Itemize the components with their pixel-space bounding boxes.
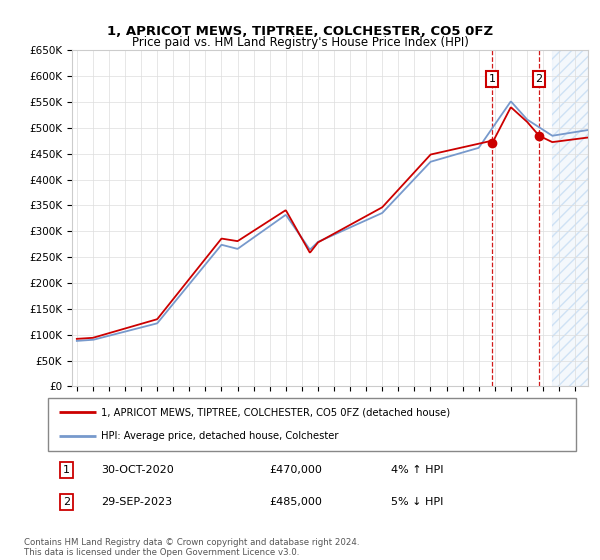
Bar bbox=[553, 50, 588, 386]
Text: £470,000: £470,000 bbox=[270, 465, 323, 475]
Text: 1, APRICOT MEWS, TIPTREE, COLCHESTER, CO5 0FZ: 1, APRICOT MEWS, TIPTREE, COLCHESTER, CO… bbox=[107, 25, 493, 38]
Text: HPI: Average price, detached house, Colchester: HPI: Average price, detached house, Colc… bbox=[101, 431, 338, 441]
Text: 30-OCT-2020: 30-OCT-2020 bbox=[101, 465, 173, 475]
Text: Price paid vs. HM Land Registry's House Price Index (HPI): Price paid vs. HM Land Registry's House … bbox=[131, 36, 469, 49]
Text: 5% ↓ HPI: 5% ↓ HPI bbox=[391, 497, 443, 507]
Text: 1: 1 bbox=[488, 74, 496, 84]
Bar bbox=[553, 50, 588, 386]
FancyBboxPatch shape bbox=[48, 398, 576, 451]
Text: 1, APRICOT MEWS, TIPTREE, COLCHESTER, CO5 0FZ (detached house): 1, APRICOT MEWS, TIPTREE, COLCHESTER, CO… bbox=[101, 408, 450, 418]
Text: £485,000: £485,000 bbox=[270, 497, 323, 507]
Text: 29-SEP-2023: 29-SEP-2023 bbox=[101, 497, 172, 507]
Text: 2: 2 bbox=[63, 497, 70, 507]
Text: 1: 1 bbox=[63, 465, 70, 475]
Text: 4% ↑ HPI: 4% ↑ HPI bbox=[391, 465, 444, 475]
Text: Contains HM Land Registry data © Crown copyright and database right 2024.
This d: Contains HM Land Registry data © Crown c… bbox=[24, 538, 359, 557]
Text: 2: 2 bbox=[535, 74, 542, 84]
